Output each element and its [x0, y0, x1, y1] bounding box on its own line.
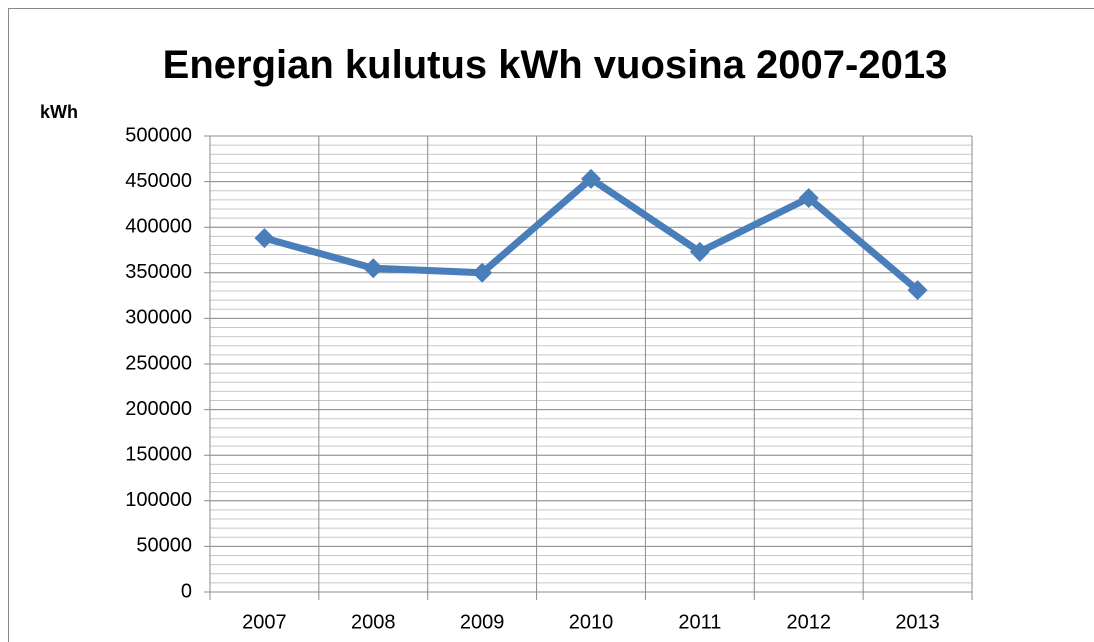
- y-tick-label: 150000: [125, 443, 192, 465]
- y-tick-label: 200000: [125, 398, 192, 420]
- data-point: [907, 280, 928, 301]
- y-tick-label: 100000: [125, 489, 192, 511]
- data-point: [798, 188, 819, 209]
- x-tick-label: 2013: [895, 611, 940, 633]
- data-point: [472, 262, 493, 283]
- y-tick-label: 500000: [125, 124, 192, 146]
- x-tick-label: 2010: [569, 611, 614, 633]
- data-point: [254, 228, 275, 249]
- y-tick-label: 300000: [125, 307, 192, 329]
- y-tick-label: 250000: [125, 352, 192, 374]
- y-tick-label: 50000: [136, 535, 192, 557]
- x-tick-label: 2012: [786, 611, 831, 633]
- data-point: [363, 258, 384, 279]
- x-tick-label: 2009: [460, 611, 505, 633]
- data-line: [263, 175, 920, 293]
- chart-title: Energian kulutus kWh vuosina 2007-2013: [162, 43, 948, 87]
- x-tick-label: 2011: [678, 611, 721, 633]
- data-point: [689, 241, 710, 262]
- chart-border: [8, 8, 1094, 642]
- x-tick-label: 2007: [242, 611, 287, 633]
- x-tick-label: 2008: [351, 611, 396, 633]
- y-tick-label: 450000: [125, 170, 192, 192]
- y-tick-label: 0: [181, 580, 192, 602]
- y-tick-label: 350000: [125, 261, 192, 283]
- y-tick-label: 400000: [125, 215, 192, 237]
- data-point: [581, 168, 601, 189]
- y-axis-label: kWh: [40, 102, 78, 122]
